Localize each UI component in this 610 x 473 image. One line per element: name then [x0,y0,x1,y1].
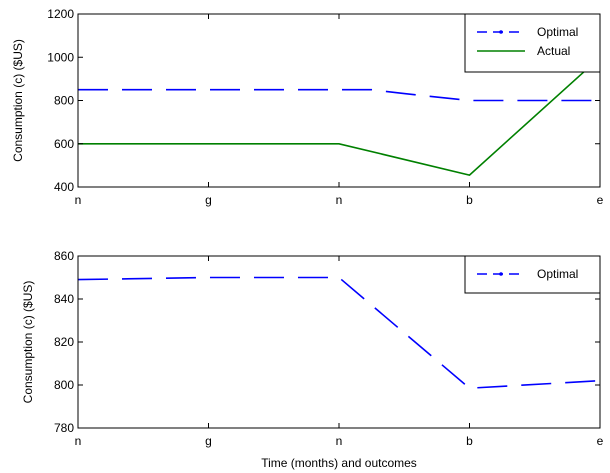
legend: Optimal Actual [464,13,601,73]
legend-box [464,13,601,73]
legend: Optimal [464,255,601,294]
y-tick-label: 400 [54,180,74,194]
legend-marker [499,272,503,276]
x-tick-label: n [75,434,82,448]
x-tick-label: n [336,193,343,207]
series-line-optimal [78,88,600,102]
x-tick-label: e [597,434,604,448]
y-tick-label: 1000 [47,50,74,64]
y-tick-label: 820 [54,335,74,349]
x-tick-label: b [466,434,473,448]
y-axis-label: Consumption (c) ($US) [21,281,35,404]
y-tick-label: 800 [54,378,74,392]
y-tick-label: 800 [54,94,74,108]
x-tick-label: b [466,193,473,207]
legend-box [464,255,601,294]
x-tick-label: n [75,193,82,207]
y-tick-label: 780 [54,421,74,435]
legend-label-actual: Actual [537,44,570,58]
x-tick-label: g [205,434,212,448]
chart-top: n g n b e 400 600 800 1000 1200 Consumption (c) ($… [11,7,604,207]
series-line-optimal [78,276,600,390]
x-tick-label: n [336,434,343,448]
y-tick-label: 860 [54,249,74,263]
series-line-actual [78,56,600,176]
y-tick-label: 840 [54,292,74,306]
legend-marker [499,30,503,34]
legend-label-optimal: Optimal [537,267,578,281]
x-tick-label: g [205,193,212,207]
chart-bottom: n g n b e 780 800 820 840 860 Consumption (c) ($US… [21,249,604,470]
x-axis-label: Time (months) and outcomes [261,456,417,470]
legend-label-optimal: Optimal [537,25,578,39]
y-axis-label: Consumption (c) ($US) [11,39,25,162]
x-tick-label: e [597,193,604,207]
y-tick-label: 1200 [47,7,74,21]
y-tick-label: 600 [54,137,74,151]
